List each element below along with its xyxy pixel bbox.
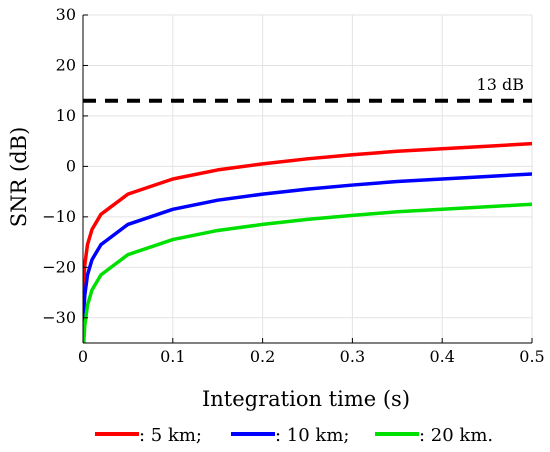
y-axis-label: SNR (dB) — [7, 127, 31, 228]
y-tick-label: 30 — [56, 5, 76, 24]
threshold-group: 13 dB — [83, 75, 532, 103]
x-tick-label: 0.1 — [160, 347, 185, 366]
x-tick-label: 0 — [78, 347, 88, 366]
series-line-1 — [83, 141, 532, 297]
y-tick-label: −10 — [42, 207, 76, 226]
series-line-2 — [83, 172, 532, 328]
x-tick-labels: 0 0.1 0.2 0.3 0.4 0.5 — [78, 347, 545, 366]
grid — [83, 14, 533, 343]
y-tick-labels: 30 20 10 0 −10 −20 −30 — [42, 5, 76, 327]
threshold-label: 13 dB — [477, 75, 524, 94]
y-tick-label: 0 — [66, 156, 76, 175]
legend-label-2: : 10 km; — [275, 425, 349, 446]
legend: : 5 km; : 10 km; : 20 km. — [95, 425, 493, 446]
legend-label-1: : 5 km; — [139, 425, 202, 446]
y-tick-label: 10 — [56, 106, 76, 125]
x-tick-label: 0.4 — [429, 347, 454, 366]
x-tick-label: 0.5 — [519, 347, 544, 366]
series-group — [83, 141, 532, 343]
legend-label-3: : 20 km. — [419, 425, 493, 446]
y-tick-label: −30 — [42, 308, 76, 327]
x-tick-label: 0.2 — [250, 347, 275, 366]
x-tick-label: 0.3 — [340, 347, 365, 366]
axes — [82, 14, 533, 344]
series-line-3 — [83, 202, 532, 343]
y-tick-label: −20 — [42, 257, 76, 276]
y-tick-label: 20 — [56, 55, 76, 74]
x-axis-label: Integration time (s) — [202, 387, 410, 411]
